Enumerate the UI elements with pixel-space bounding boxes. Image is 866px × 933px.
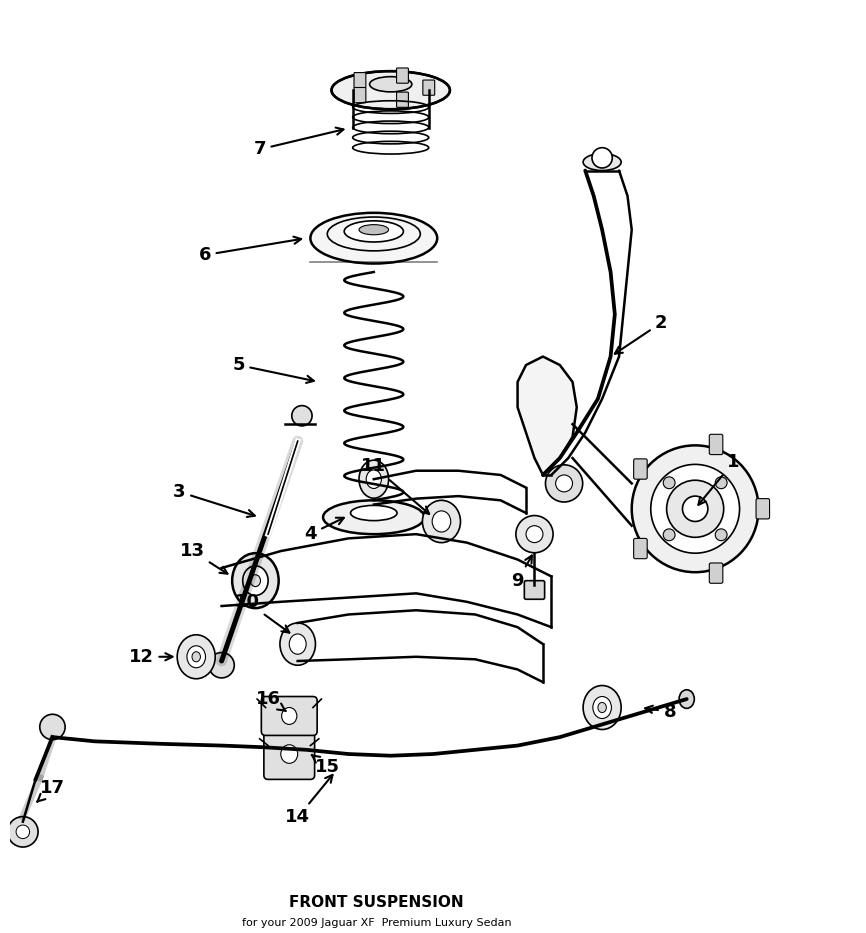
Circle shape [526, 525, 543, 543]
Circle shape [682, 496, 708, 522]
Ellipse shape [593, 697, 611, 718]
FancyBboxPatch shape [354, 88, 365, 103]
Text: 5: 5 [232, 356, 313, 383]
Text: 6: 6 [198, 237, 301, 264]
Circle shape [592, 147, 612, 168]
Ellipse shape [323, 500, 424, 535]
FancyBboxPatch shape [354, 73, 365, 88]
Ellipse shape [359, 225, 389, 235]
Circle shape [663, 477, 675, 489]
Ellipse shape [370, 77, 412, 91]
Polygon shape [518, 356, 577, 475]
Ellipse shape [351, 506, 397, 521]
Ellipse shape [359, 460, 389, 498]
Text: 13: 13 [179, 542, 228, 574]
Ellipse shape [281, 745, 298, 763]
Ellipse shape [583, 154, 621, 171]
Text: 7: 7 [254, 128, 344, 159]
Ellipse shape [250, 575, 261, 587]
Circle shape [546, 465, 583, 502]
Ellipse shape [432, 511, 451, 532]
Ellipse shape [242, 566, 268, 595]
Circle shape [715, 529, 727, 541]
Ellipse shape [232, 553, 279, 608]
Ellipse shape [344, 221, 404, 242]
FancyBboxPatch shape [524, 580, 545, 599]
Text: 11: 11 [361, 457, 430, 514]
FancyBboxPatch shape [423, 80, 435, 95]
Text: 2: 2 [615, 313, 668, 354]
Circle shape [209, 652, 235, 678]
Text: 16: 16 [255, 690, 286, 711]
Circle shape [667, 480, 724, 537]
Text: 9: 9 [511, 555, 532, 590]
Ellipse shape [289, 634, 307, 654]
FancyBboxPatch shape [634, 459, 647, 480]
Text: for your 2009 Jaguar XF  Premium Luxury Sedan: for your 2009 Jaguar XF Premium Luxury S… [242, 918, 511, 928]
Ellipse shape [178, 634, 216, 679]
Ellipse shape [281, 707, 297, 724]
FancyBboxPatch shape [634, 538, 647, 559]
Circle shape [631, 445, 759, 572]
FancyBboxPatch shape [262, 697, 317, 735]
Ellipse shape [280, 623, 315, 665]
Text: 3: 3 [173, 483, 255, 517]
FancyBboxPatch shape [397, 68, 409, 83]
Text: 15: 15 [312, 755, 339, 775]
Ellipse shape [327, 217, 420, 251]
Ellipse shape [598, 703, 606, 713]
FancyBboxPatch shape [756, 498, 770, 519]
Circle shape [715, 477, 727, 489]
FancyBboxPatch shape [397, 92, 409, 107]
Circle shape [663, 529, 675, 541]
Ellipse shape [187, 646, 205, 668]
Circle shape [516, 516, 553, 552]
Ellipse shape [192, 651, 200, 661]
Text: 12: 12 [129, 648, 172, 666]
Text: 4: 4 [304, 518, 344, 543]
FancyBboxPatch shape [709, 563, 723, 583]
Ellipse shape [310, 213, 437, 263]
Circle shape [292, 406, 312, 425]
Text: FRONT SUSPENSION: FRONT SUSPENSION [289, 895, 463, 910]
Text: 1: 1 [698, 453, 740, 505]
Circle shape [16, 825, 29, 839]
Ellipse shape [583, 686, 621, 730]
Ellipse shape [332, 71, 450, 109]
Text: 17: 17 [37, 779, 65, 801]
Circle shape [650, 465, 740, 553]
Ellipse shape [366, 470, 381, 489]
Circle shape [556, 475, 572, 492]
FancyBboxPatch shape [264, 729, 314, 779]
Ellipse shape [423, 500, 461, 543]
Circle shape [40, 715, 65, 740]
Text: 10: 10 [235, 592, 289, 633]
Ellipse shape [679, 689, 695, 708]
Text: 14: 14 [285, 775, 333, 827]
FancyBboxPatch shape [709, 434, 723, 454]
Text: 8: 8 [645, 703, 676, 720]
Circle shape [8, 816, 38, 847]
